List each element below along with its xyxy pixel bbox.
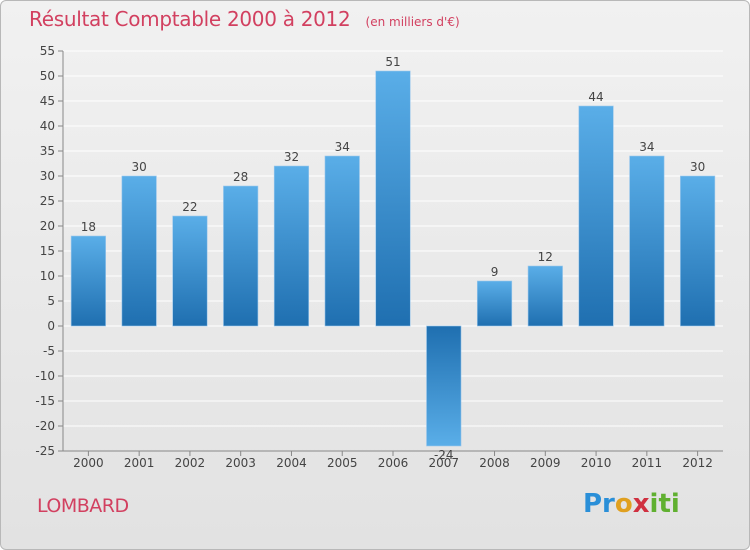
y-tick-label: 15	[40, 244, 55, 258]
y-tick-label: -20	[35, 419, 55, 433]
bar	[476, 280, 513, 327]
x-tick-label: 2003	[225, 456, 256, 470]
y-tick-label: 5	[47, 294, 55, 308]
y-tick-label: 10	[40, 269, 55, 283]
bar	[680, 175, 716, 327]
bar-value-label: 30	[132, 160, 147, 174]
y-tick-label: -15	[35, 394, 55, 408]
logo-part: iti	[649, 489, 680, 519]
bar-value-label: 28	[233, 170, 248, 184]
chart-title-text: Résultat Comptable 2000 à 2012	[29, 7, 351, 31]
bar-value-label: 51	[385, 55, 400, 69]
x-tick-label: 2010	[581, 456, 612, 470]
logo-part: Pr	[583, 489, 615, 519]
bar-value-label: 34	[335, 140, 350, 154]
y-tick-label: -25	[35, 444, 55, 458]
bar	[629, 155, 665, 327]
x-tick-label: 2012	[682, 456, 713, 470]
y-tick-label: -10	[35, 369, 55, 383]
x-tick-label: 2006	[378, 456, 409, 470]
bar	[121, 175, 157, 327]
y-tick-label: 25	[40, 194, 55, 208]
y-tick-label: -5	[43, 344, 55, 358]
bar	[426, 325, 462, 447]
x-tick-label: 2005	[327, 456, 358, 470]
chart-title: Résultat Comptable 2000 à 2012 (en milli…	[29, 7, 460, 31]
x-tick-label: 2004	[276, 456, 307, 470]
bar-value-label: 22	[182, 200, 197, 214]
bar-value-label: -24	[434, 448, 454, 462]
y-tick-label: 50	[40, 69, 55, 83]
y-tick-label: 30	[40, 169, 55, 183]
proxiti-logo: Proxiti	[583, 489, 680, 519]
y-tick-label: 0	[47, 319, 55, 333]
bar-value-label: 9	[491, 265, 499, 279]
y-tick-label: 35	[40, 144, 55, 158]
bar-value-label: 44	[588, 90, 603, 104]
bar-value-label: 30	[690, 160, 705, 174]
bar	[172, 215, 208, 327]
x-tick-label: 2000	[73, 456, 104, 470]
y-tick-label: 40	[40, 119, 55, 133]
bar	[578, 105, 614, 327]
bar-value-label: 12	[538, 250, 553, 264]
bar	[273, 165, 310, 327]
x-tick-label: 2007	[428, 456, 459, 470]
bar-value-label: 34	[639, 140, 654, 154]
chart-unit-text: (en milliers d'€)	[365, 15, 460, 29]
commune-name: LOMBARD	[37, 495, 129, 517]
bar	[324, 155, 360, 327]
x-tick-label: 2009	[530, 456, 561, 470]
y-tick-label: 20	[40, 219, 55, 233]
bar	[70, 235, 106, 327]
bar	[527, 265, 563, 327]
logo-part: x	[632, 489, 650, 519]
y-tick-label: 55	[40, 44, 55, 58]
bar-value-label: 18	[81, 220, 96, 234]
y-tick-label: 45	[40, 94, 55, 108]
x-tick-label: 2002	[175, 456, 206, 470]
bar-value-label: 32	[284, 150, 299, 164]
x-tick-label: 2001	[124, 456, 155, 470]
x-tick-label: 2011	[632, 456, 663, 470]
bar	[223, 185, 259, 327]
logo-part: o	[614, 489, 633, 519]
bar	[375, 70, 411, 327]
x-tick-label: 2008	[479, 456, 510, 470]
